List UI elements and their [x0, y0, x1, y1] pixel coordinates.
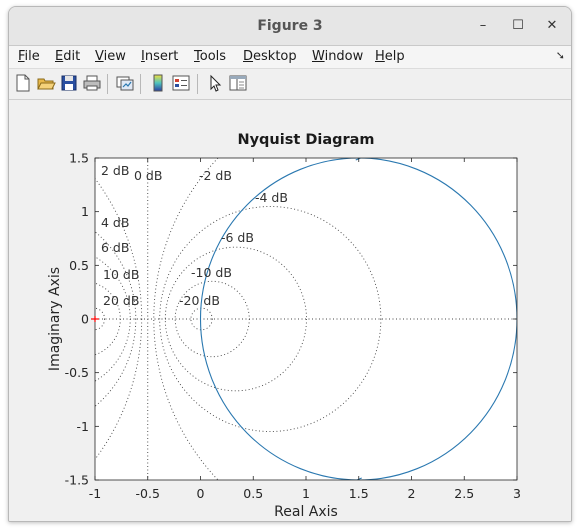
minimize-icon[interactable]: – [479, 18, 487, 33]
direction-arrow [355, 158, 363, 161]
print-icon[interactable] [82, 73, 102, 93]
db-contour-label: 20 dB [103, 293, 139, 308]
colorbar-icon[interactable] [148, 73, 168, 93]
maximize-icon[interactable]: ☐ [512, 18, 524, 33]
db-contour-label: 6 dB [101, 240, 129, 255]
y-axis-label: Imaginary Axis [47, 267, 63, 371]
toolbar-separator [107, 74, 108, 94]
toolbar-separator [140, 74, 141, 94]
y-tick-label: 0 [81, 312, 89, 327]
db-contour-label: -4 dB [255, 190, 288, 205]
menu-view[interactable]: View [95, 49, 126, 64]
db-contour [95, 231, 137, 407]
save-icon[interactable] [59, 73, 79, 93]
menu-help[interactable]: Help [375, 49, 405, 64]
db-contour [164, 246, 307, 392]
x-tick-label: -0.5 [136, 486, 160, 501]
x-tick-label: 0 [197, 486, 205, 501]
link-plot-icon[interactable] [115, 73, 135, 93]
db-contour-label: 10 dB [103, 267, 139, 282]
menu-file[interactable]: File [18, 49, 40, 64]
window-title: Figure 3 [257, 18, 323, 34]
toolbar [9, 69, 571, 100]
open-file-icon[interactable] [36, 73, 56, 93]
y-tick-label: -1.5 [65, 473, 89, 488]
db-contour-label: 4 dB [101, 215, 129, 230]
figure-canvas: -1 -0.5 0 0.5 1 1.5 2 2.5 3 -1.5 -1 -0.5 0 0.5 1 1.5 0 … [9, 100, 571, 521]
x-tick-label: 1.5 [349, 486, 369, 501]
db-contour-label: -10 dB [191, 265, 232, 280]
y-tick-label: 0.5 [69, 258, 89, 273]
y-tick-label: -1 [77, 419, 89, 434]
menu-bar: File Edit View Insert Tools Desktop Wind… [9, 46, 571, 69]
db-contour-label: -2 dB [199, 168, 232, 183]
x-tick-label: 2.5 [454, 486, 474, 501]
x-axis-label: Real Axis [274, 504, 338, 520]
legend-icon[interactable] [171, 73, 191, 93]
axis-ticks: -1 -0.5 0 0.5 1 1.5 2 2.5 3-1.5-1-0.500.511.5 [65, 151, 521, 502]
menu-desktop[interactable]: Desktop [243, 49, 297, 64]
y-tick-label: 1 [81, 204, 89, 219]
grid-contours [95, 158, 517, 480]
menu-insert[interactable]: Insert [141, 49, 179, 64]
toolbar-separator [197, 74, 198, 94]
pointer-icon[interactable] [205, 73, 225, 93]
menu-edit[interactable]: Edit [55, 49, 81, 64]
direction-arrow [355, 477, 362, 480]
db-contour [159, 206, 382, 432]
db-contour [95, 177, 143, 461]
x-tick-label: 1 [302, 486, 310, 501]
menu-overflow-arrow-icon[interactable]: ➘ [555, 49, 565, 62]
x-tick-label: 2 [408, 486, 416, 501]
x-tick-label: 3 [513, 486, 521, 501]
close-icon[interactable]: ✕ [546, 18, 558, 33]
y-tick-label: -0.5 [65, 365, 89, 380]
menu-window[interactable]: Window [312, 49, 364, 64]
chart-title: Nyquist Diagram [237, 132, 374, 148]
title-bar[interactable]: Figure 3 – ☐ ✕ [9, 7, 571, 46]
db-contour-label: -6 dB [221, 230, 254, 245]
db-contour [190, 307, 213, 331]
nyquist-plot[interactable]: -1 -0.5 0 0.5 1 1.5 2 2.5 3-1.5-1-0.500.511.5 0 … [9, 100, 571, 521]
new-figure-icon[interactable] [13, 73, 33, 93]
db-contour-label: 0 dB [134, 168, 162, 183]
db-contour [95, 307, 106, 331]
nyquist-curve [199, 158, 517, 480]
db-contour-label: -20 dB [179, 293, 220, 308]
contour-labels: 0 dB 2 dB 4 dB 6 dB 10 dB 20 dB -2 dB -4 dB -6 d… [101, 163, 288, 308]
property-editor-icon[interactable] [228, 73, 248, 93]
x-tick-label: -1 [89, 486, 101, 501]
menu-tools[interactable]: Tools [194, 49, 227, 64]
y-tick-label: 1.5 [69, 151, 89, 166]
figure-window: Figure 3 – ☐ ✕ File Edit View Insert Too… [8, 6, 572, 522]
nyquist-circle [199, 158, 517, 480]
db-contour-label: 2 dB [101, 163, 129, 178]
x-tick-label: 0.5 [243, 486, 263, 501]
